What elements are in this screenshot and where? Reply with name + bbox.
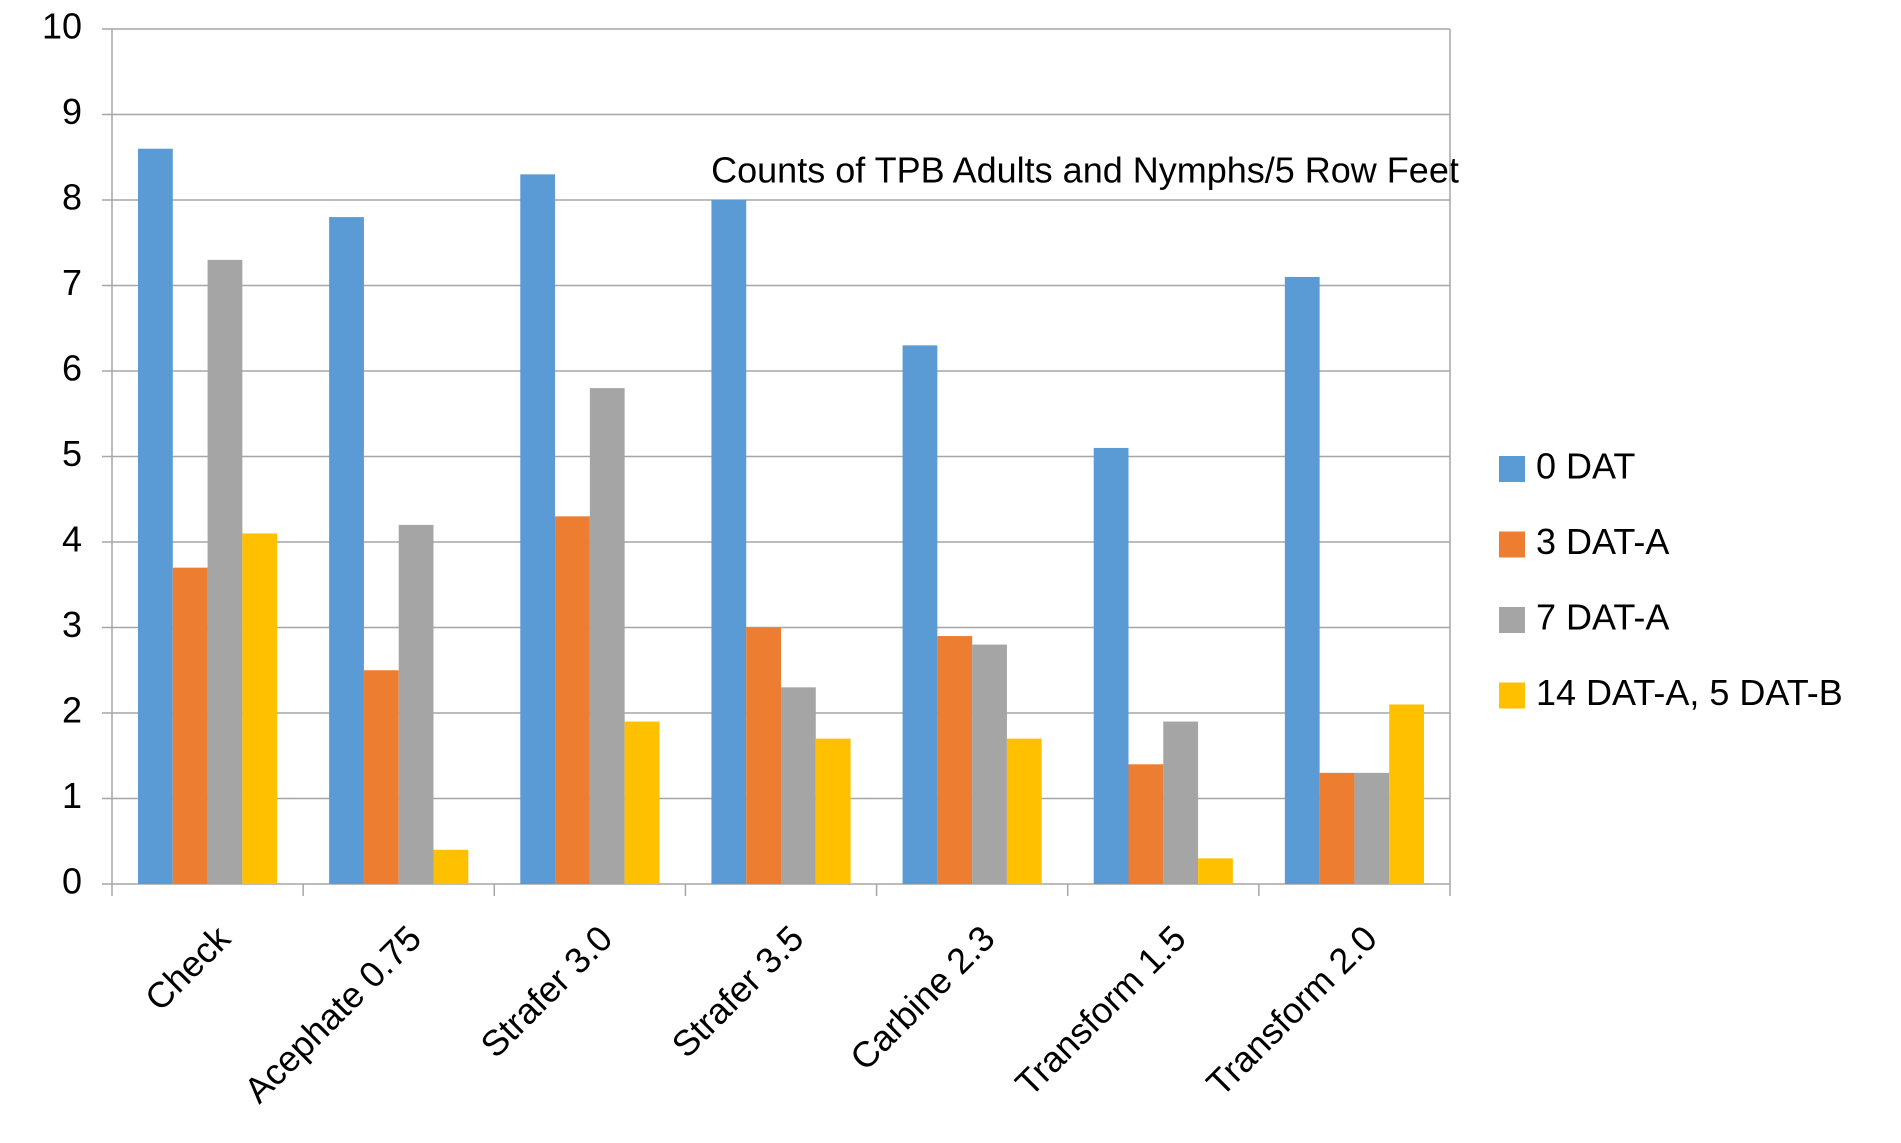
y-tick-label: 0: [62, 861, 82, 902]
legend-label: 7 DAT-A: [1536, 597, 1669, 638]
bar: [589, 388, 625, 884]
legend-label: 14 DAT-A, 5 DAT-B: [1536, 672, 1843, 713]
bar: [711, 200, 747, 884]
y-tick-label: 2: [62, 690, 82, 731]
bar: [781, 687, 816, 884]
bar: [329, 217, 364, 885]
bar: [972, 644, 1007, 884]
bar: [1128, 764, 1164, 884]
legend-swatch: [1499, 682, 1525, 709]
x-tick-label: Acephate 0.75: [236, 917, 429, 1110]
bar: [1389, 704, 1425, 884]
y-tick-label: 7: [62, 262, 82, 303]
bar: [902, 345, 938, 885]
legend-label: 0 DAT: [1536, 446, 1635, 487]
bar: [433, 849, 469, 884]
bar: [1006, 738, 1042, 884]
y-tick-label: 10: [42, 6, 82, 47]
legend-swatch: [1499, 531, 1525, 558]
bar: [1198, 858, 1233, 884]
bar: [815, 738, 851, 884]
bar: [555, 516, 590, 884]
bar: [1163, 721, 1199, 884]
bar: [137, 148, 173, 884]
bar: [207, 259, 243, 885]
y-tick-label: 9: [62, 91, 82, 132]
bar: [1284, 276, 1320, 884]
x-tick-label: Transform 2.0: [1198, 917, 1384, 1103]
bar: [520, 174, 556, 885]
bar: [242, 533, 278, 884]
bar: [1354, 772, 1390, 884]
x-tick-label: Check: [137, 917, 239, 1019]
legend-swatch: [1499, 607, 1525, 633]
legend-swatch: [1499, 456, 1525, 482]
y-tick-label: 5: [62, 433, 82, 474]
x-tick-label: Strafer 3.0: [472, 917, 620, 1065]
y-tick-label: 6: [62, 348, 82, 389]
bar: [363, 670, 399, 884]
x-tick-label: Transform 1.5: [1007, 917, 1193, 1103]
y-tick-label: 8: [62, 177, 82, 218]
y-tick-label: 3: [62, 604, 82, 645]
legend-label: 3 DAT-A: [1536, 521, 1669, 562]
x-tick-label: Strafer 3.5: [664, 917, 812, 1065]
bar: [746, 627, 781, 884]
bar: [624, 721, 660, 884]
bar: [1093, 447, 1129, 884]
y-tick-label: 4: [62, 519, 82, 560]
bar: [398, 524, 434, 884]
y-tick-label: 1: [62, 775, 82, 816]
x-tick-label: Carbine 2.3: [842, 917, 1003, 1078]
bar: [172, 567, 208, 884]
chart-title: Counts of TPB Adults and Nymphs/5 Row Fe…: [711, 150, 1459, 191]
bar: [937, 636, 973, 884]
bar: [1319, 772, 1355, 884]
